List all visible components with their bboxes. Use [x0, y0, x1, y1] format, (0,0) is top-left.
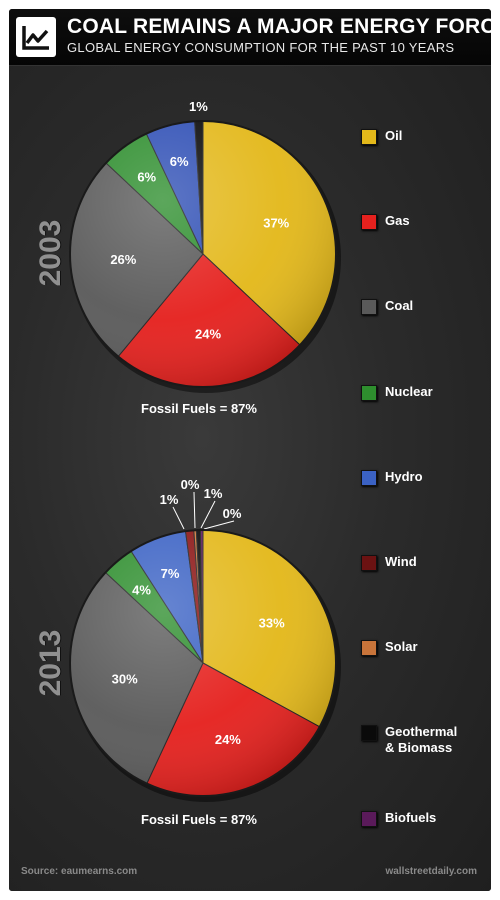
slice-label-nuclear: 4% [132, 583, 151, 598]
slice-label-nuclear: 6% [137, 170, 156, 185]
slice-label-oil: 33% [259, 615, 285, 630]
legend-label: Wind [385, 554, 417, 569]
slice-label-solar: 0% [181, 477, 200, 492]
fossil-fuels-caption-2003: Fossil Fuels = 87% [141, 401, 257, 416]
infographic-frame: COAL REMAINS A MAJOR ENERGY FORCE GLOBAL… [9, 9, 491, 891]
legend-swatch [361, 384, 377, 401]
legend-label: Nuclear [385, 383, 433, 399]
legend-swatch [361, 640, 377, 657]
legend-swatch [361, 129, 377, 145]
slice-label-gas: 24% [195, 327, 221, 342]
pie-2013: 33%24%30%4%7%1%0%1%0% [69, 477, 341, 802]
slice-label-hydro: 6% [170, 154, 189, 169]
legend-label: Hydro [385, 468, 423, 484]
legend-swatch [361, 555, 377, 571]
pie-2003: 37% 24% 26% 6% 6% 1% [69, 99, 341, 393]
fossil-fuels-caption-2013: Fossil Fuels = 87% [141, 812, 257, 827]
slice-label-wind: 1% [160, 492, 179, 507]
slice-label-coal: 26% [110, 252, 136, 267]
leader-line-wind [172, 506, 185, 530]
line-chart-icon [16, 17, 56, 57]
year-label-2003: 2003 [34, 219, 67, 287]
slice-label-oil: 37% [263, 215, 289, 230]
legend-label: Biofuels [385, 809, 437, 825]
legend-label: Geothermal & Biomass [385, 724, 458, 756]
legend-label: Gas [385, 213, 410, 229]
brand-credit: wallstreetdaily.com [385, 866, 477, 877]
page-subtitle: GLOBAL ENERGY CONSUMPTION FOR THE PAST 1… [67, 40, 455, 55]
legend-label: Solar [385, 639, 418, 655]
slice-label-gas: 24% [215, 732, 241, 747]
slice-label-hydro: 7% [161, 566, 180, 581]
legend-swatch [361, 469, 377, 486]
legend-label: Coal [385, 298, 414, 314]
legend-swatch [361, 810, 377, 827]
slice-label-coal: 30% [112, 671, 138, 686]
legend-swatch [361, 725, 377, 742]
slice-label-geothermal-biomass: 1% [204, 486, 223, 501]
legend-swatch [361, 214, 377, 231]
source-credit: Source: eaumearns.com [21, 866, 138, 877]
legend-label: Oil [385, 128, 403, 143]
year-label-2013: 2013 [34, 629, 67, 697]
legend-swatch [361, 299, 377, 316]
header: COAL REMAINS A MAJOR ENERGY FORCE GLOBAL… [9, 9, 491, 66]
slice-label-geothermal-biomass: 1% [189, 99, 208, 114]
chart-panel: 37% 24% 26% 6% 6% 1% 33% 24% 30% 4% 7% 1% 0% 1% 0% 20… [9, 66, 491, 891]
slice-label-biofuels: 0% [223, 506, 242, 521]
leader-line-solar [193, 491, 196, 529]
page-title: COAL REMAINS A MAJOR ENERGY FORCE [67, 15, 491, 38]
leader-line-geothermal-biomass [200, 500, 216, 529]
leader-line-biofuels [203, 520, 235, 530]
